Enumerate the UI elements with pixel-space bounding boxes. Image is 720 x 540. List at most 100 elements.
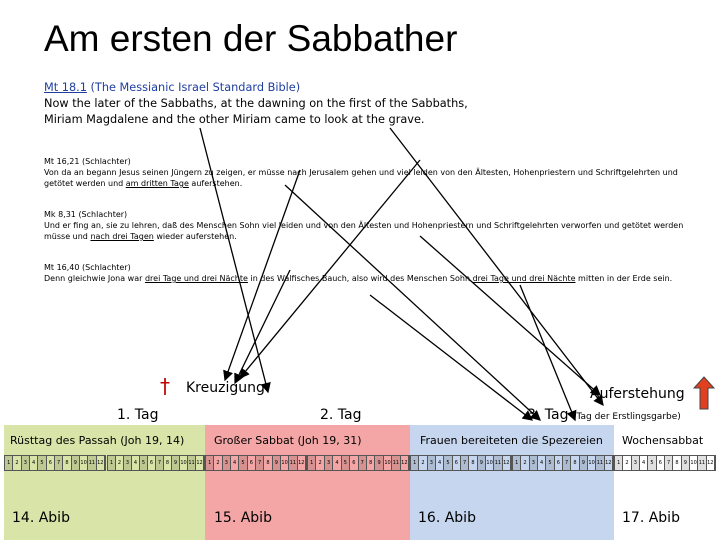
hour-cell: 12 [196, 456, 204, 470]
hour-cell: 3 [222, 456, 231, 470]
day3-title: 3. Tag [527, 407, 569, 423]
hours-day15-night: 1 2 3 4 5 6 7 8 9 10 11 12 [205, 455, 307, 471]
hour-cell: 3 [631, 456, 640, 470]
hour-cell: 5 [648, 456, 657, 470]
hour-cell: 1 [308, 456, 317, 470]
date-14-abib: 14. Abib [12, 510, 70, 526]
hour-cell: 8 [264, 456, 273, 470]
verse-jona-text-end: mitten in der Erde sein. [575, 274, 673, 283]
verse-mk8-text-end: wieder auferstehen. [153, 232, 237, 241]
matthew-line2: Miriam Magdalene and the other Miriam ca… [44, 113, 425, 126]
hour-cell: 6 [657, 456, 665, 470]
hour-cell: 6 [555, 456, 563, 470]
hour-cell: 11 [392, 456, 401, 470]
auferstehung-label: Auferstehung [590, 386, 685, 402]
verse-jona-source: (Schlachter) [82, 263, 131, 272]
verse-jona-text: Denn gleichwie Jona war [44, 274, 145, 283]
hour-cell: 2 [419, 456, 428, 470]
date-17-abib: 17. Abib [622, 510, 680, 526]
hour-cell: 1 [513, 456, 522, 470]
day3-note: (Tag der Erstlingsgarbe) [572, 412, 681, 422]
hour-cell: 1 [411, 456, 420, 470]
hour-cell: 11 [494, 456, 503, 470]
up-arrow-icon [693, 376, 715, 410]
arrow-mk8-auferstehung [419, 235, 601, 396]
verse-mt16: Mt 16,21 (Schlachter) Von da an begann J… [44, 156, 684, 189]
hour-cell: 1 [5, 456, 14, 470]
hour-cell: 10 [180, 456, 188, 470]
hour-cell: 6 [453, 456, 461, 470]
hour-cell: 9 [375, 456, 384, 470]
hour-cell: 5 [546, 456, 555, 470]
verse-jona-text-mid: in des Walfisches Bauch, also wird des M… [247, 274, 473, 283]
hour-cell: 3 [427, 456, 436, 470]
arrow-mt18-auferstehung [389, 127, 604, 407]
hour-cell: 7 [460, 456, 470, 470]
hour-cell: 8 [164, 456, 172, 470]
hour-cell: 10 [690, 456, 699, 470]
hour-cell: 9 [172, 456, 180, 470]
hour-cell: 11 [88, 456, 97, 470]
hours-day14-night: 1 2 3 4 5 6 7 8 9 10 11 12 [4, 455, 106, 471]
verse-mk8-text: Und er fing an, sie zu lehren, daß des M… [44, 221, 684, 241]
cross-icon: † [160, 374, 170, 398]
day16-column [410, 425, 614, 540]
hours-day15-day: 1 2 3 4 5 6 7 8 9 10 11 12 [307, 455, 410, 471]
hour-cell: 9 [71, 456, 80, 470]
verse-mk8-source: (Schlachter) [78, 210, 128, 219]
hour-cell: 4 [132, 456, 140, 470]
arrow-mt18-kreuzigung [199, 127, 271, 394]
hours-day14-day: 1 2 3 4 5 6 7 8 9 10 11 12 [107, 455, 205, 471]
hour-cell: 11 [698, 456, 707, 470]
event-grosser-sabbat: Großer Sabbat (Joh 19, 31) [214, 434, 362, 447]
hour-cell: 11 [289, 456, 298, 470]
hours-day17-night: 1 2 3 4 5 6 7 8 9 10 11 12 [614, 455, 716, 471]
matthew-verse: Mt 18.1 (The Messianic Israel Standard B… [44, 80, 468, 128]
day15-column [205, 425, 410, 540]
date-16-abib: 16. Abib [418, 510, 476, 526]
verse-mt16-emph: am dritten Tage [125, 179, 189, 188]
event-spezereien: Frauen bereiteten die Spezereien [420, 434, 603, 447]
hours-day16-day: 1 2 3 4 5 6 7 8 9 10 11 12 [512, 455, 614, 471]
hour-cell: 6 [148, 456, 156, 470]
hour-cell: 12 [503, 456, 511, 470]
hour-cell: 9 [477, 456, 486, 470]
hour-cell: 4 [436, 456, 445, 470]
verse-mk8: Mk 8,31 (Schlachter) Und er fing an, sie… [44, 209, 684, 242]
hour-cell: 10 [80, 456, 89, 470]
hour-cell: 4 [231, 456, 240, 470]
hour-cell: 2 [214, 456, 223, 470]
hour-cell: 4 [30, 456, 39, 470]
hour-cell: 6 [47, 456, 55, 470]
hour-cell: 9 [579, 456, 588, 470]
verse-mk8-emph: nach drei Tagen [90, 232, 154, 241]
verse-mk8-ref: Mk 8,31 [44, 210, 76, 219]
kreuzigung-label: Kreuzigung [186, 380, 265, 396]
hour-cell: 12 [605, 456, 613, 470]
matthew-ref[interactable]: Mt 18.1 [44, 81, 87, 94]
arrow-mt16-kreuzigung [223, 169, 301, 382]
hour-cell: 4 [333, 456, 342, 470]
matthew-source: (The Messianic Israel Standard Bible) [90, 81, 301, 94]
hour-cell: 3 [124, 456, 132, 470]
hour-cell: 5 [444, 456, 453, 470]
hour-cell: 11 [188, 456, 196, 470]
hour-cell: 3 [529, 456, 538, 470]
hour-cell: 8 [571, 456, 580, 470]
hour-cell: 10 [486, 456, 495, 470]
hour-cell: 10 [384, 456, 393, 470]
hours-day16-night: 1 2 3 4 5 6 7 8 9 10 11 12 [410, 455, 512, 471]
hour-cell: 7 [664, 456, 674, 470]
verse-mt16-text-end: auferstehen. [188, 179, 243, 188]
hour-cell: 7 [562, 456, 572, 470]
hour-cell: 3 [21, 456, 30, 470]
hour-cell: 4 [538, 456, 547, 470]
hour-cell: 12 [401, 456, 410, 470]
arrow-mk8-kreuzigung [239, 159, 421, 380]
hour-cell: 8 [673, 456, 682, 470]
verse-mt16-source: (Schlachter) [82, 157, 131, 166]
hour-cell: 2 [521, 456, 530, 470]
hour-cell: 2 [316, 456, 325, 470]
verse-jona-emph1: drei Tage und drei Nächte [144, 274, 248, 283]
